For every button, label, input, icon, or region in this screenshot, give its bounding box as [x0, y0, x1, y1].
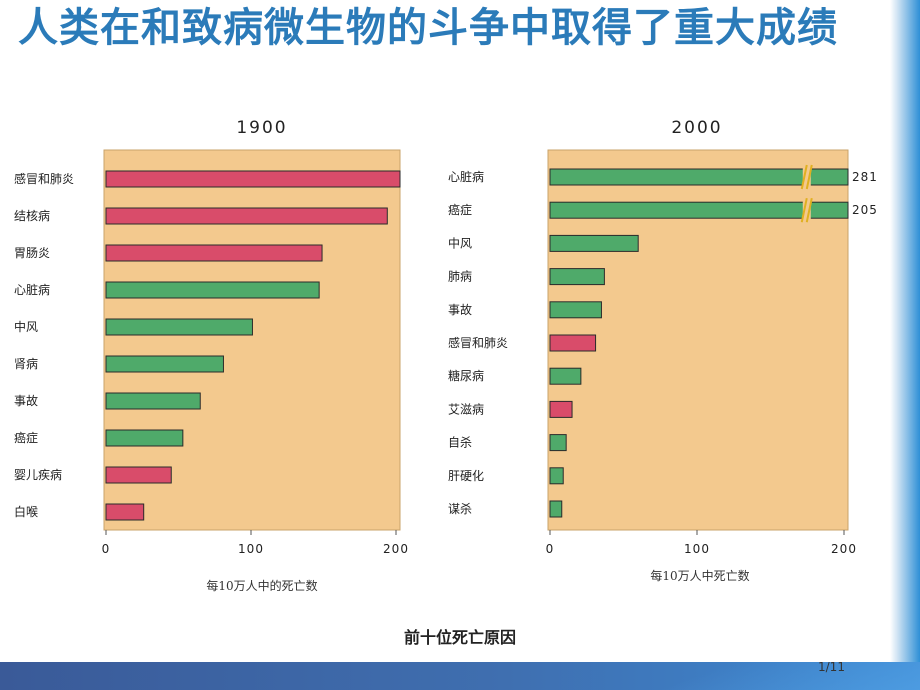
category-label: 心脏病 — [14, 282, 50, 297]
category-label: 中风 — [14, 319, 38, 334]
axis-break-gap — [802, 166, 811, 188]
category-label: 艾滋病 — [448, 401, 484, 416]
bar — [105, 281, 320, 299]
bar — [105, 392, 201, 410]
axis-break-gap — [802, 199, 811, 222]
bar — [549, 201, 849, 219]
category-label: 中风 — [448, 235, 472, 250]
category-label: 自杀 — [448, 435, 472, 450]
bar — [549, 168, 849, 186]
category-label: 癌症 — [14, 430, 38, 445]
axis-break-mark — [805, 197, 813, 223]
category-label: 婴儿疾病 — [14, 467, 62, 482]
bar — [549, 367, 582, 385]
decorative-bottom-accent — [560, 662, 920, 690]
category-label: 感冒和肺炎 — [14, 171, 74, 186]
bar — [105, 503, 145, 521]
category-label: 事故 — [448, 302, 472, 317]
category-label: 癌症 — [448, 202, 472, 217]
bar — [549, 500, 563, 518]
category-label: 事故 — [14, 393, 38, 408]
tick-label: 100 — [238, 542, 264, 556]
category-label: 感冒和肺炎 — [448, 335, 508, 350]
axis-break-mark — [800, 164, 808, 190]
axis-break-mark — [800, 197, 808, 223]
axis-break-mark — [805, 164, 813, 190]
bar — [105, 466, 172, 484]
bar — [549, 467, 564, 485]
bar — [105, 318, 253, 336]
x-axis-label: 每10万人中的死亡数 — [206, 578, 317, 593]
bar — [105, 207, 388, 225]
bar — [105, 429, 184, 447]
bar — [549, 434, 567, 452]
bar — [549, 234, 639, 252]
tick-label: 200 — [383, 542, 409, 556]
category-label: 肾病 — [14, 356, 38, 371]
x-axis-label: 每10万人中死亡数 — [650, 568, 749, 583]
value-label: 281 — [852, 170, 878, 184]
chart-title: 1900 — [236, 118, 287, 138]
category-label: 肝硬化 — [448, 469, 484, 483]
tick-label: 200 — [831, 542, 857, 556]
category-label: 糖尿病 — [448, 368, 484, 383]
tick-label: 100 — [684, 542, 710, 556]
category-label: 谋杀 — [448, 501, 472, 516]
bar — [105, 244, 323, 262]
value-label: 205 — [852, 203, 878, 217]
page-number: 1/11 — [818, 660, 845, 674]
tick-label: 0 — [546, 542, 555, 556]
figure-caption: 前十位死亡原因 — [403, 628, 516, 647]
bar — [105, 355, 224, 373]
tick-label: 0 — [102, 542, 111, 556]
bar — [549, 334, 597, 352]
category-label: 胃肠炎 — [14, 246, 50, 260]
category-label: 心脏病 — [448, 169, 484, 184]
bar — [105, 170, 401, 188]
bar — [549, 301, 602, 319]
category-label: 肺病 — [448, 269, 472, 284]
decorative-side-strip — [890, 0, 920, 662]
category-label: 白喉 — [14, 504, 38, 519]
chart-title: 2000 — [671, 118, 722, 138]
bar — [549, 268, 605, 286]
bar — [549, 400, 573, 418]
slide-title: 人类在和致病微生物的斗争中取得了重大成绩 — [18, 5, 838, 51]
category-label: 结核病 — [14, 208, 50, 223]
